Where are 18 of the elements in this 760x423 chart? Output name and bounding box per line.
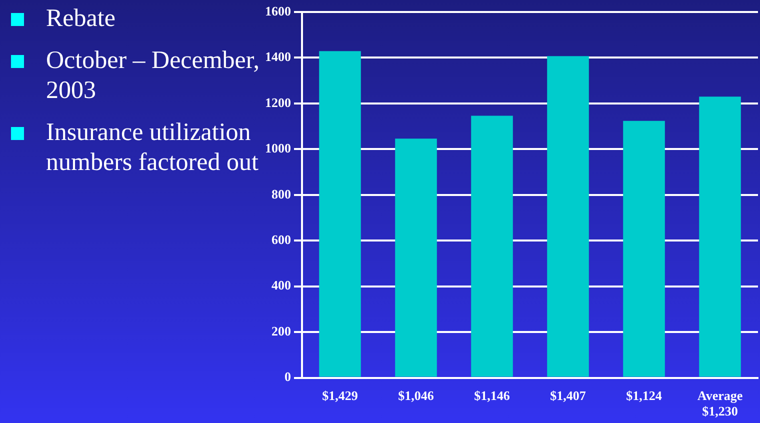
y-tick-label: 800 <box>272 186 291 202</box>
x-tick-label: $1,146 <box>474 388 510 403</box>
text: Rebate <box>46 4 116 34</box>
y-tick-label: 200 <box>272 323 291 338</box>
y-tick-label: 0 <box>284 369 291 384</box>
y-tick-label: 400 <box>272 278 291 293</box>
y-tick-label: 600 <box>272 232 291 247</box>
y-tick-label: 1600 <box>265 3 291 18</box>
x-tick-label: $1,046 <box>398 388 434 403</box>
x-tick-label: $1,429 <box>322 388 358 403</box>
x-tick-label: Average $1,230 <box>697 388 743 419</box>
text: Insurance utilization numbers factored out <box>46 118 260 178</box>
text: October – December, 2003 <box>46 46 260 106</box>
x-tick-label: $1,124 <box>626 388 662 403</box>
y-tick-label: 1400 <box>265 49 291 64</box>
y-tick-label: 1000 <box>265 140 291 156</box>
x-tick-label: $1,407 <box>550 388 586 403</box>
y-tick-label: 1200 <box>265 94 291 110</box>
